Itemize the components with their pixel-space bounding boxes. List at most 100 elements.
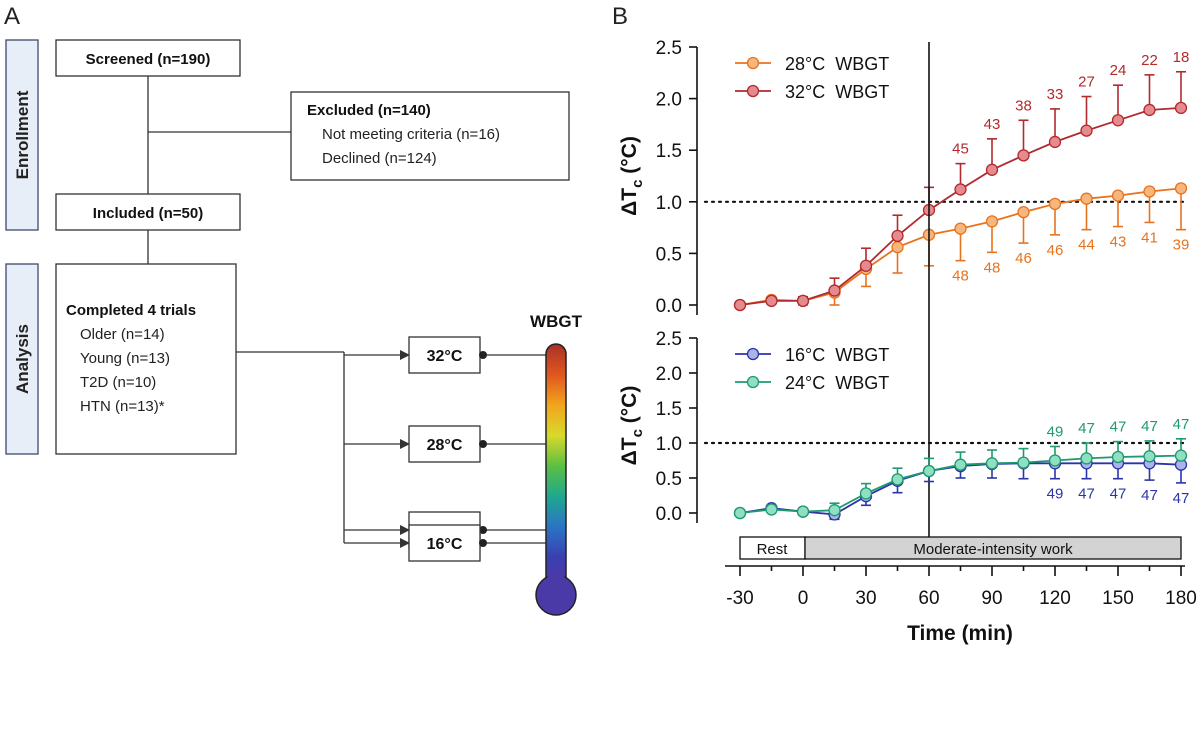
data-point — [1143, 103, 1156, 117]
condition-label-32c: 32°C — [427, 348, 463, 365]
data-point — [1174, 101, 1188, 115]
data-point — [796, 294, 810, 308]
completed-box — [55, 263, 237, 455]
n-label: 47 — [1141, 418, 1158, 435]
n-label: 47 — [1173, 416, 1190, 433]
thermometer-neck — [547, 570, 565, 584]
data-point — [1143, 185, 1156, 198]
x-tick-label: 180 — [1165, 588, 1197, 609]
thermometer-tube — [545, 343, 567, 589]
data-point — [733, 298, 747, 312]
x-tick-label: -30 — [726, 588, 753, 609]
legend-marker — [746, 84, 760, 98]
flow-diagram: Enrollment Analysis Screened (n=190) Exc… — [5, 39, 583, 616]
enrollment-label: Enrollment — [13, 90, 32, 179]
data-point — [954, 458, 967, 471]
y-tick-label: 0.0 — [656, 504, 682, 525]
data-point — [954, 183, 967, 196]
x-tick-label: 120 — [1039, 588, 1071, 609]
data-point — [1174, 449, 1188, 462]
data-point — [1017, 456, 1030, 469]
phase-bar: Rest Moderate-intensity work — [739, 536, 1182, 560]
n-label: 47 — [1078, 420, 1095, 437]
completed-title: Completed 4 trials — [66, 302, 196, 319]
data-point — [922, 464, 936, 478]
data-point — [796, 505, 810, 518]
x-tick-label: 30 — [855, 588, 876, 609]
legend-label: 16°C WBGT — [785, 345, 889, 365]
n-label: 48 — [952, 268, 969, 285]
rest-label: Rest — [757, 541, 789, 558]
data-point — [954, 222, 967, 235]
n-label: 24 — [1110, 62, 1127, 79]
condition-label-28c: 28°C — [427, 437, 463, 454]
condition-box-32c — [408, 336, 481, 374]
y-tick-label: 2.5 — [656, 329, 682, 350]
work-bar — [804, 536, 1182, 560]
connector-dot — [479, 539, 487, 547]
data-point — [765, 503, 778, 516]
series-1: 49 47 47 47 47 — [733, 416, 1190, 520]
y-tick-label: 0.5 — [656, 469, 682, 490]
n-label: 43 — [1110, 234, 1127, 251]
data-point — [859, 487, 873, 500]
analysis-label: Analysis — [13, 324, 32, 394]
enrollment-tab — [5, 39, 39, 231]
group-older: Older (n=14) — [80, 326, 165, 343]
data-point — [828, 284, 841, 297]
legend-marker — [746, 347, 760, 361]
n-label: 47 — [1173, 490, 1190, 507]
data-point — [891, 241, 904, 254]
included-text: Included (n=50) — [93, 205, 203, 222]
n-label: 47 — [1078, 486, 1095, 503]
n-label: 38 — [1015, 97, 1032, 114]
n-label: 47 — [1110, 419, 1127, 436]
n-label: 47 — [1141, 487, 1158, 504]
data-point — [891, 473, 904, 486]
data-point — [985, 457, 999, 470]
panel-a-letter: A — [4, 3, 20, 30]
n-label: 47 — [1110, 486, 1127, 503]
excluded-item-2: Declined (n=124) — [322, 150, 437, 167]
work-label: Moderate-intensity work — [913, 541, 1073, 558]
series-1: 45 43 38 33 27 24 22 18 — [733, 49, 1190, 312]
n-label: 33 — [1047, 86, 1064, 103]
data-point — [1080, 192, 1093, 205]
group-htn: HTN (n=13)* — [80, 398, 165, 415]
n-label: 41 — [1141, 229, 1158, 246]
data-point — [1048, 135, 1062, 149]
connector-dot — [479, 526, 487, 534]
data-point — [1111, 450, 1125, 464]
y-tick-label: 1.0 — [656, 434, 682, 455]
n-label: 46 — [1015, 250, 1032, 267]
plot-top: 0.0 0.5 1.0 1.5 2.0 2.5 ΔTc (°C) 48 48 46 46 44 43 41… — [618, 38, 1189, 559]
n-label: 45 — [952, 141, 969, 158]
y-axis-title: ΔTc (°C) — [618, 386, 646, 466]
x-axis: -30 0 30 60 90 120 150 180 Time (min) — [725, 565, 1197, 645]
screened-box — [55, 39, 241, 77]
data-point — [765, 294, 778, 308]
data-point — [985, 163, 999, 176]
x-tick-label: 0 — [798, 588, 809, 609]
data-point — [985, 215, 999, 228]
y-tick-label: 2.0 — [656, 364, 682, 385]
y-axis-title: ΔTc (°C) — [618, 136, 646, 216]
y-tick-label: 1.5 — [656, 399, 682, 420]
excluded-title: Excluded (n=140) — [307, 102, 431, 119]
connector-dot — [479, 440, 487, 448]
excluded-box — [290, 91, 570, 181]
data-point — [1048, 197, 1062, 211]
legend-marker — [746, 56, 760, 70]
data-point — [859, 259, 873, 272]
analysis-tab — [5, 263, 39, 455]
n-label: 18 — [1173, 49, 1190, 66]
condition-label-16c: 16°C — [427, 536, 463, 553]
data-point — [1048, 454, 1062, 467]
x-tick-label: 150 — [1102, 588, 1134, 609]
n-label: 39 — [1173, 237, 1190, 254]
data-point — [828, 504, 841, 517]
panel-b-letter: B — [612, 3, 628, 30]
legend-marker — [746, 375, 760, 389]
data-point — [1111, 114, 1125, 127]
data-point — [891, 229, 904, 243]
